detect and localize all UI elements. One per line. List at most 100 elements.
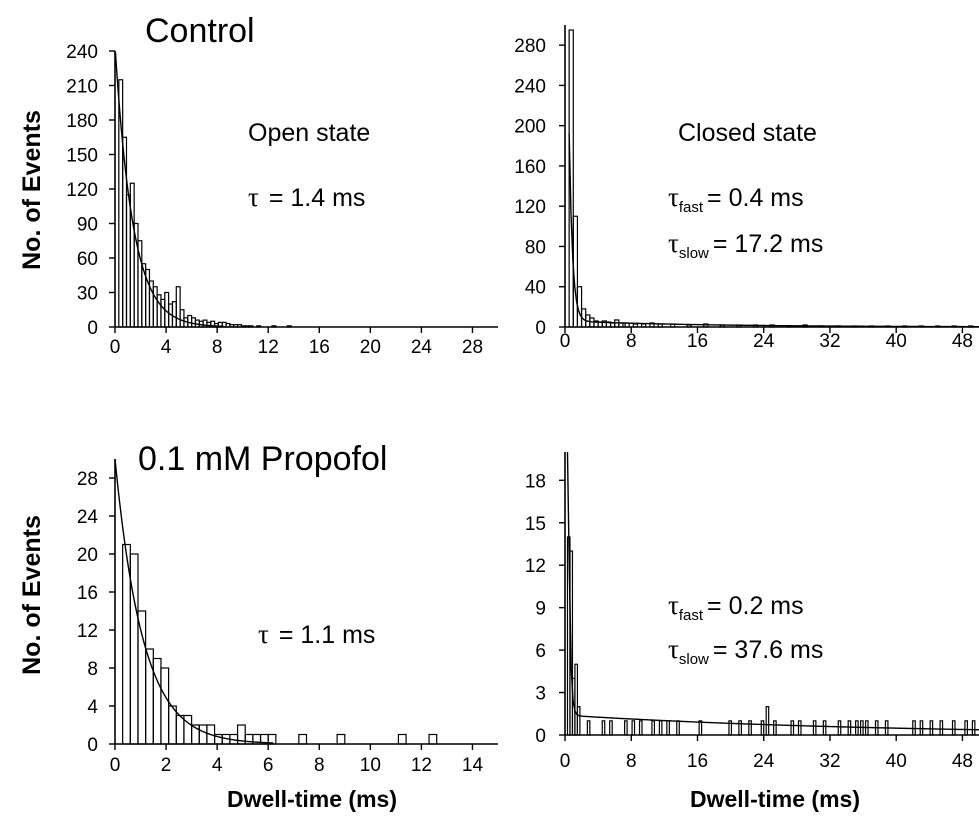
y-tick-label: 15 <box>525 514 546 535</box>
x-tick-label: 28 <box>462 337 483 358</box>
histogram-bar <box>576 706 581 736</box>
x-tick-label: 16 <box>687 751 708 772</box>
x-tick-label: 32 <box>819 331 840 352</box>
histogram-bar <box>651 720 656 736</box>
x-tick-label: 40 <box>886 751 907 772</box>
y-tick-label: 12 <box>77 621 98 642</box>
histogram-bar <box>728 720 733 736</box>
panel-2: 0 40 80 120 160 200 240 280 0 8 16 24 32 40 48 Closed s… <box>514 25 979 352</box>
x-tick-label: 2 <box>161 755 172 776</box>
x-tick-label: 12 <box>258 337 279 358</box>
x-tick-label: 12 <box>411 755 432 776</box>
y-tick-label: 0 <box>87 318 98 339</box>
histogram-bar <box>929 720 934 736</box>
fit-curve <box>568 133 979 328</box>
fit-curve <box>114 50 224 328</box>
x-tick-label: 40 <box>886 331 907 352</box>
state-label: Closed state <box>678 119 817 147</box>
histogram-bar <box>198 724 208 745</box>
x-axis-label-left: Dwell-time (ms) <box>227 786 397 812</box>
y-tick-label: 120 <box>514 197 546 218</box>
x-tick-label: 10 <box>360 755 381 776</box>
tau-value: = 1.4 ms <box>269 184 366 212</box>
histogram-bar <box>168 705 177 745</box>
y-tick-label: 3 <box>535 684 546 705</box>
y-tick-label: 4 <box>87 697 98 718</box>
histogram-bar <box>244 733 254 745</box>
tau-subscript: fast <box>679 199 704 216</box>
histogram-bar <box>175 286 181 328</box>
y-tick-label: 240 <box>66 42 98 63</box>
x-tick-label: 0 <box>110 337 121 358</box>
panel-1: 0 30 60 90 120 150 180 210 240 0 4 8 12 16 20 24 28 Contr… <box>66 12 498 358</box>
histogram-bar <box>624 720 628 736</box>
x-tick-label: 0 <box>110 755 121 776</box>
x-tick-label: 0 <box>560 331 571 352</box>
tau-symbol: τ <box>248 182 259 212</box>
y-tick-label: 8 <box>87 659 98 680</box>
histogram-bar <box>568 29 574 328</box>
y-tick-label: 18 <box>525 471 546 492</box>
x-tick-label: 20 <box>360 337 381 358</box>
y-tick-label: 80 <box>525 237 546 258</box>
histogram-bar <box>812 720 817 736</box>
y-tick-label: 28 <box>77 469 98 490</box>
tau-symbol: τ <box>258 619 269 649</box>
x-axis-label-right: Dwell-time (ms) <box>690 786 860 812</box>
x-tick-label: 0 <box>560 751 571 772</box>
y-axis-label-bottom: No. of Events <box>18 515 46 675</box>
histogram-bar <box>336 733 346 745</box>
histogram-bar <box>748 720 752 736</box>
fit-curve <box>566 451 979 731</box>
histogram-bar <box>397 733 407 745</box>
histogram-bar <box>666 720 670 736</box>
histogram-bar <box>428 733 438 745</box>
histogram-bar <box>790 720 795 736</box>
y-tick-label: 6 <box>535 641 546 662</box>
histogram-bar <box>971 720 976 736</box>
y-tick-label: 210 <box>66 77 98 98</box>
time-constant-annotation: τ = 1.1 ms <box>258 619 375 649</box>
histogram-bar <box>939 720 944 736</box>
x-tick-label: 8 <box>626 331 637 352</box>
y-tick-label: 20 <box>77 545 98 566</box>
histogram-bar <box>175 714 185 745</box>
x-tick-label: 14 <box>462 755 484 776</box>
x-tick-label: 16 <box>309 337 330 358</box>
fit-curve <box>114 458 274 744</box>
histogram-bar <box>698 720 703 736</box>
y-axis-label-top: No. of Events <box>18 110 46 270</box>
y-tick-label: 180 <box>66 111 98 132</box>
y-tick-label: 30 <box>77 284 98 305</box>
time-constant-annotation-2: τslow = 17.2 ms <box>668 228 823 262</box>
histogram-bar <box>286 325 292 328</box>
x-tick-label: 48 <box>952 331 973 352</box>
panel-title: 0.1 mM Propofol <box>138 440 387 478</box>
histogram-bar <box>569 550 574 736</box>
tau-value: = 1.1 ms <box>279 621 376 649</box>
y-tick-label: 240 <box>514 76 546 97</box>
y-tick-label: 0 <box>535 318 546 339</box>
x-tick-label: 32 <box>819 751 840 772</box>
histogram-bar <box>638 720 643 736</box>
x-tick-label: 24 <box>753 331 775 352</box>
histogram-bar <box>586 720 591 736</box>
x-tick-label: 8 <box>626 751 637 772</box>
histogram-bar <box>640 323 647 328</box>
histogram-bar <box>676 720 680 736</box>
histogram-bar <box>686 324 692 328</box>
tau-subscript: slow <box>679 245 709 262</box>
histogram-bar <box>160 667 170 745</box>
state-label: Open state <box>248 119 370 147</box>
tau-value: = 0.4 ms <box>707 184 804 212</box>
y-tick-label: 90 <box>77 215 98 236</box>
histogram-bar <box>837 720 842 736</box>
histogram-bar <box>137 610 147 745</box>
y-tick-label: 9 <box>535 599 546 620</box>
x-tick-label: 8 <box>212 337 223 358</box>
x-tick-label: 4 <box>212 755 223 776</box>
x-tick-label: 24 <box>411 337 433 358</box>
histogram-bar <box>631 720 636 736</box>
